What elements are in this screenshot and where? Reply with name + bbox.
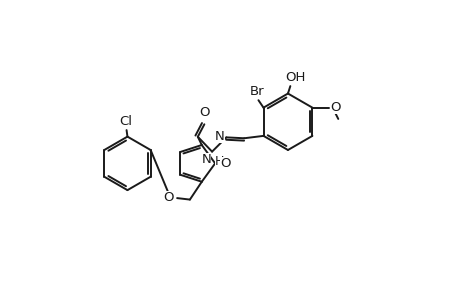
Text: Cl: Cl — [119, 115, 132, 128]
Text: Br: Br — [250, 85, 264, 98]
Text: O: O — [220, 157, 230, 170]
Text: N: N — [201, 152, 211, 166]
Text: N: N — [215, 130, 224, 143]
Text: OH: OH — [285, 71, 305, 84]
Text: O: O — [162, 191, 173, 204]
Text: O: O — [330, 101, 340, 114]
Text: H: H — [215, 155, 224, 168]
Text: O: O — [199, 106, 210, 119]
